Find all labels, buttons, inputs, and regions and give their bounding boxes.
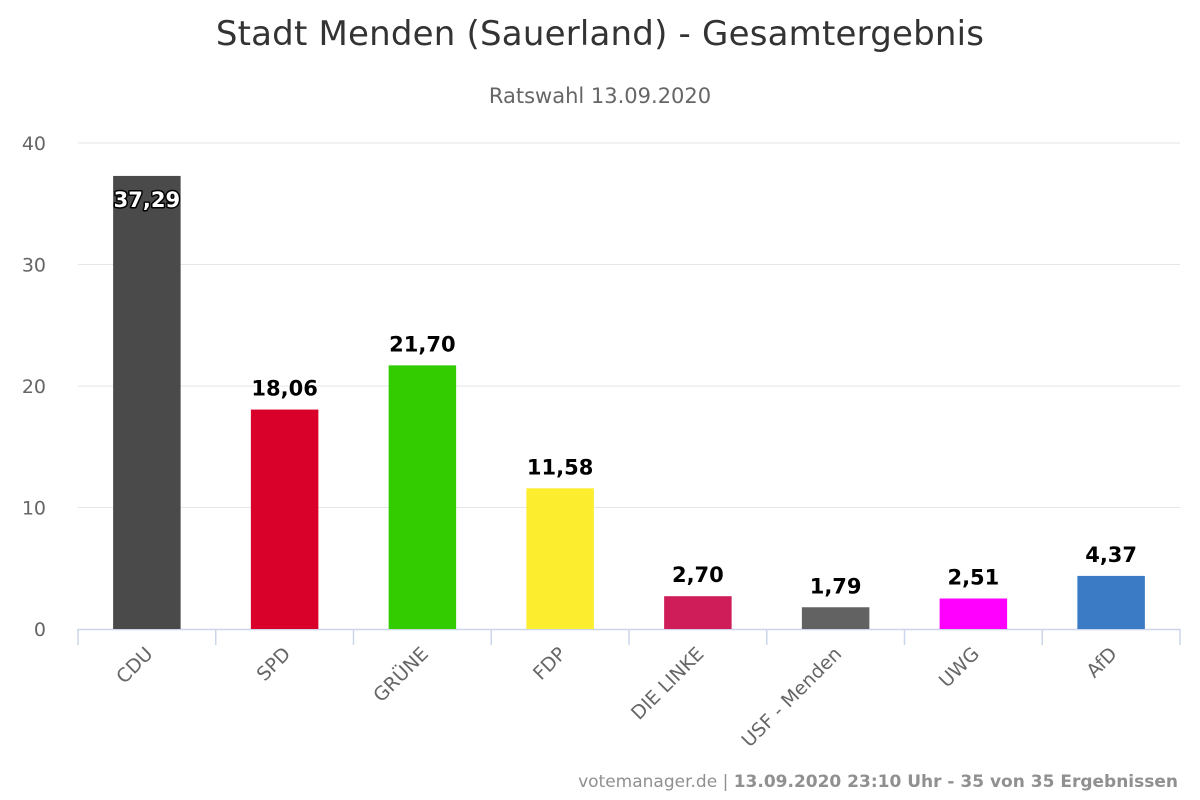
data-label: 2,70	[672, 563, 724, 587]
bar-cdu[interactable]	[113, 175, 181, 629]
credits-info: 13.09.2020 23:10 Uhr - 35 von 35 Ergebni…	[733, 772, 1178, 792]
bar-grüne[interactable]	[388, 365, 457, 629]
y-tick-label: 40	[22, 133, 46, 155]
bar-uwg[interactable]	[939, 598, 1008, 629]
x-tick-label: UWG	[935, 643, 984, 692]
x-tick-label: SPD	[253, 643, 296, 686]
x-tick-label: GRÜNE	[369, 642, 433, 706]
credits-source[interactable]: votemanager.de	[578, 772, 718, 792]
x-tick-label: FDP	[529, 643, 571, 685]
x-tick-label: AfD	[1082, 643, 1121, 682]
chart-title: Stadt Menden (Sauerland) - Gesamtergebni…	[215, 14, 985, 54]
bar-afd[interactable]	[1077, 575, 1145, 629]
data-label: 21,70	[389, 332, 455, 356]
y-tick-label: 0	[34, 619, 46, 641]
y-tick-label: 20	[22, 376, 46, 398]
bar-spd[interactable]	[250, 409, 319, 629]
bar-fdp[interactable]	[526, 488, 594, 629]
data-label: 37,29	[114, 188, 180, 212]
x-tick-label: DIE LINKE	[627, 643, 708, 724]
data-label: 18,06	[251, 377, 317, 401]
chart-subtitle: Ratswahl 13.09.2020	[488, 84, 712, 108]
data-label: 1,79	[810, 574, 862, 598]
bar-usf-menden[interactable]	[801, 607, 870, 629]
credits[interactable]: votemanager.de | 13.09.2020 23:10 Uhr - …	[578, 772, 1178, 792]
bar-die-linke[interactable]	[664, 596, 732, 629]
credits-separator: |	[717, 772, 734, 792]
x-tick-label: USF - Menden	[737, 643, 846, 752]
y-tick-label: 10	[22, 498, 46, 520]
data-label: 2,51	[947, 566, 999, 590]
data-label: 4,37	[1085, 543, 1137, 567]
y-tick-label: 30	[22, 255, 46, 277]
x-tick-label: CDU	[112, 643, 157, 688]
data-label: 11,58	[527, 455, 593, 479]
